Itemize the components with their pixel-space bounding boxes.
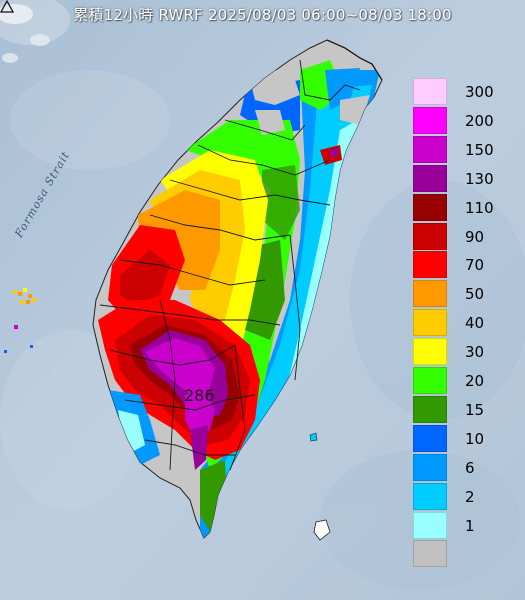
legend-swatch bbox=[413, 135, 447, 163]
east-islets bbox=[309, 432, 331, 541]
legend-swatch bbox=[413, 395, 447, 423]
legend-swatch bbox=[413, 106, 447, 134]
legend-swatch bbox=[413, 424, 447, 452]
legend-label: 300 bbox=[465, 83, 494, 101]
legend-label: 10 bbox=[465, 429, 485, 448]
legend-label: 90 bbox=[465, 227, 485, 246]
top-left-clouds bbox=[0, 4, 50, 63]
legend-swatch bbox=[413, 78, 447, 105]
legend-swatch bbox=[413, 222, 447, 250]
legend-swatch bbox=[413, 338, 447, 366]
legend-swatch bbox=[413, 367, 447, 394]
legend-label: 2 bbox=[465, 487, 475, 506]
north-coastline bbox=[326, 39, 383, 81]
legend-swatch bbox=[413, 511, 447, 539]
station-triangle-icon bbox=[0, 0, 14, 13]
map-title: 累積12小時 RWRF 2025/08/03 06:00~08/03 18:00 bbox=[73, 6, 452, 24]
legend-swatch bbox=[413, 251, 447, 279]
legend-label: 30 bbox=[465, 343, 485, 362]
legend-label: 50 bbox=[465, 285, 485, 304]
legend-label: 15 bbox=[465, 400, 485, 419]
legend-label: 150 bbox=[465, 140, 494, 159]
legend-label: 200 bbox=[465, 111, 494, 130]
color-legend bbox=[413, 78, 453, 570]
legend-swatch bbox=[413, 482, 447, 510]
legend-swatch bbox=[413, 193, 447, 221]
legend-swatch bbox=[413, 309, 447, 337]
legend-label: 1 bbox=[465, 516, 475, 535]
penghu-islands bbox=[4, 283, 36, 353]
legend-swatch bbox=[413, 164, 447, 192]
legend-label: 130 bbox=[465, 169, 494, 188]
legend-label: 20 bbox=[465, 372, 485, 390]
rainfall-field bbox=[98, 60, 380, 538]
legend-label: 6 bbox=[465, 458, 475, 477]
legend-swatch bbox=[413, 453, 447, 481]
max-rain-value: 286 bbox=[184, 386, 215, 405]
legend-label: 70 bbox=[465, 256, 485, 275]
legend-swatch bbox=[413, 540, 447, 568]
legend-swatch bbox=[413, 280, 447, 308]
legend-label: 110 bbox=[465, 198, 494, 217]
county-boundaries bbox=[99, 59, 361, 471]
legend-label: 40 bbox=[465, 314, 485, 333]
